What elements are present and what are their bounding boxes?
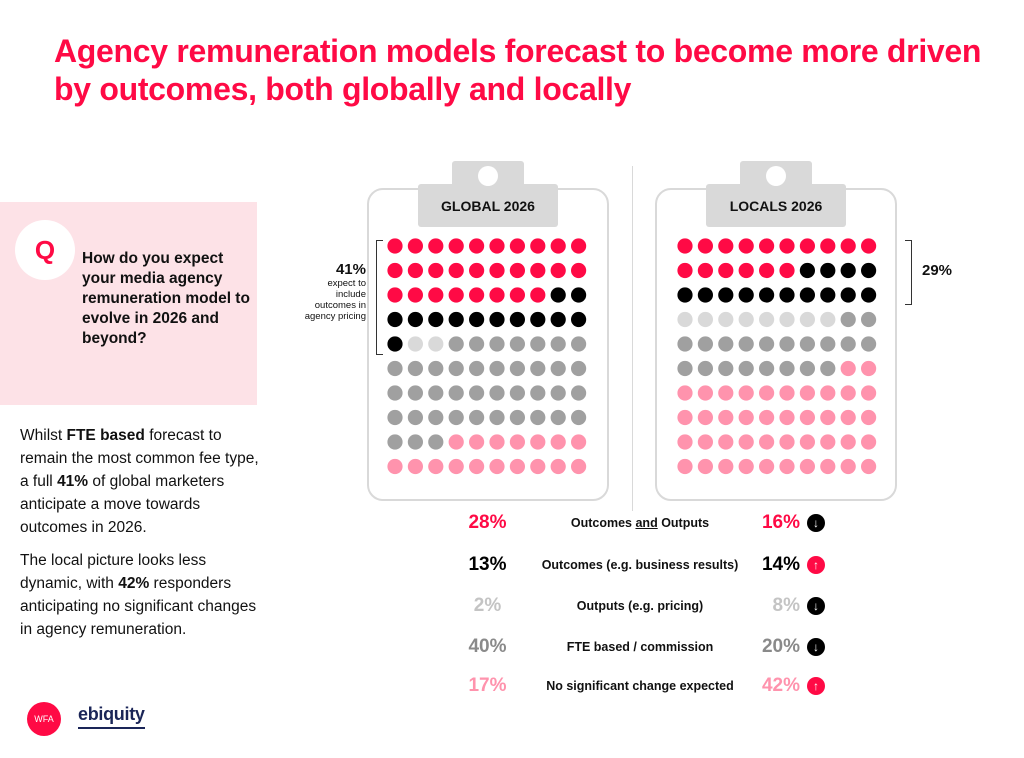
locals-clip-label: LOCALS 2026 (706, 184, 846, 227)
locals-value-label: 42% (761, 675, 800, 696)
category-label: No significant change expected (546, 679, 734, 693)
legend-row-outputs: 2% Outputs (e.g. pricing) 8% ↓ (450, 594, 840, 618)
arrow-down-icon: ↓ (807, 597, 825, 615)
locals-clipboard (655, 188, 897, 501)
arrow-down-icon: ↓ (807, 638, 825, 656)
question-text: How do you expect your media agency remu… (82, 250, 250, 347)
global-clip-hole (478, 166, 498, 186)
page-title: Agency remuneration models forecast to b… (54, 33, 982, 107)
text-run: of global marketers anticipate a move to… (20, 473, 225, 536)
text-run: forecast to remain the most common fee t… (20, 427, 259, 490)
global-bracket (376, 240, 383, 355)
legend-row-fte: 40% FTE based / commission 20% ↓ (450, 635, 840, 659)
body-paragraph-2: The local picture looks less dynamic, wi… (20, 549, 270, 641)
global-value-label: 40% (468, 636, 507, 657)
locals-value-label: 14% (761, 554, 800, 575)
body-text: Whilst FTE based forecast to remain the … (20, 424, 270, 651)
arrow-up-icon: ↑ (807, 677, 825, 695)
global-value-label: 2% (473, 595, 502, 616)
category-label: Outputs (e.g. pricing) (576, 599, 704, 613)
arrow-up-icon: ↑ (807, 556, 825, 574)
divider (632, 166, 633, 511)
global-value-label: 13% (468, 554, 507, 575)
category-label: Outcomes and Outputs (570, 516, 710, 530)
text-run: Whilst (20, 427, 67, 444)
global-value-label: 28% (468, 512, 507, 533)
question-badge: Q (15, 220, 75, 280)
locals-annotation-value: 29% (922, 262, 953, 279)
emphasis-text: 41% (57, 473, 89, 490)
text-run: The local picture looks less dynamic, wi… (20, 552, 207, 592)
legend-row-no-change: 17% No significant change expected 42% ↑ (450, 674, 840, 698)
emphasis-text: 42% (118, 575, 150, 592)
global-value-label: 17% (468, 675, 507, 696)
locals-clip-hole (766, 166, 786, 186)
global-clip-label: GLOBAL 2026 (418, 184, 558, 227)
locals-value-label: 20% (761, 636, 800, 657)
global-annotation-value: 41% (335, 261, 366, 278)
underlined-text: and (635, 516, 658, 530)
locals-bracket (905, 240, 912, 305)
legend-row-outcomes-and-outputs: 28% Outcomes and Outputs 16% ↓ (450, 511, 840, 535)
global-clipboard (367, 188, 609, 501)
category-label: Outcomes (e.g. business results) (541, 558, 739, 572)
ebiquity-logo: ebiquity (78, 703, 145, 729)
arrow-down-icon: ↓ (807, 514, 825, 532)
locals-value-label: 8% (772, 595, 800, 616)
category-label: FTE based / commission (566, 640, 714, 654)
legend-row-outcomes: 13% Outcomes (e.g. business results) 14% ↑ (450, 553, 840, 577)
q-icon: Q (34, 234, 56, 265)
emphasis-text: FTE based (66, 427, 145, 444)
locals-value-label: 16% (761, 512, 800, 533)
global-annotation: 41% expect to include outcomes in agency… (300, 261, 366, 323)
global-annotation-text: expect to include outcomes in agency pri… (304, 278, 366, 322)
body-paragraph-1: Whilst FTE based forecast to remain the … (20, 424, 270, 539)
wfa-logo: WFA (27, 702, 61, 736)
text-run: responders anticipating no significant c… (20, 575, 257, 638)
